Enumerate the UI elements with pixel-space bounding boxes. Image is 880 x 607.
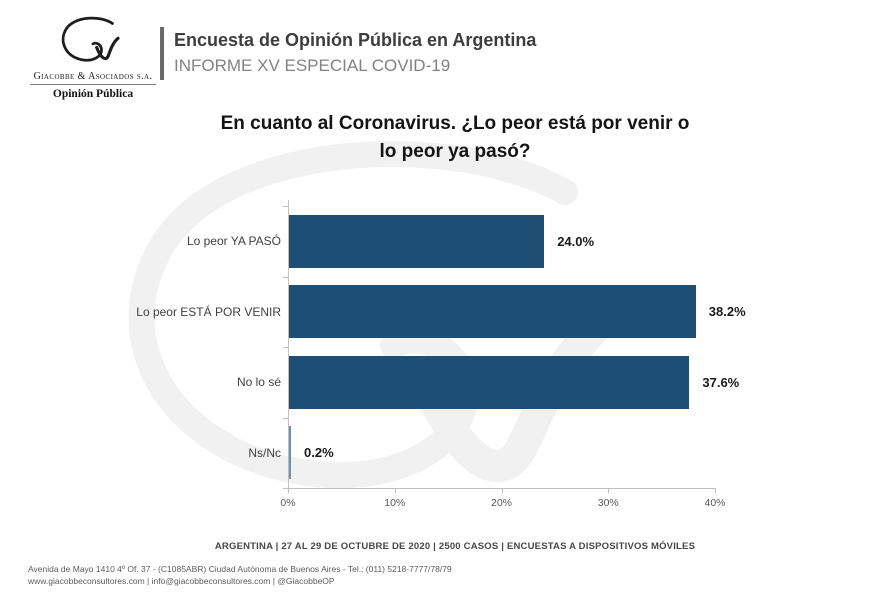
survey-source-line: ARGENTINA | 27 AL 29 DE OCTUBRE DE 2020 … bbox=[214, 541, 696, 552]
giacobbe-g-icon bbox=[61, 16, 120, 62]
report-header: Encuesta de Opinión Pública en Argentina… bbox=[160, 27, 536, 80]
logo-divider bbox=[30, 84, 156, 85]
bar bbox=[288, 426, 291, 480]
category-tick bbox=[283, 488, 288, 489]
y-axis-line bbox=[288, 200, 289, 488]
x-axis-tick-label: 10% bbox=[384, 497, 406, 509]
chart-title: En cuanto al Coronavirus. ¿Lo peor está … bbox=[120, 110, 790, 166]
chart-title-line-1: En cuanto al Coronavirus. ¿Lo peor está … bbox=[220, 113, 690, 134]
company-tagline: Opinión Pública bbox=[52, 88, 134, 100]
x-axis-tick-label: 30% bbox=[597, 497, 619, 509]
company-name: Giacobbe & Asociados s.a. bbox=[33, 71, 153, 82]
category-label: Lo peor ESTÁ POR VENIR bbox=[136, 304, 281, 319]
value-label: 24.0% bbox=[557, 233, 595, 249]
x-axis-tick-label: 0% bbox=[280, 497, 296, 509]
contact-block: Avenida de Mayo 1410 4º Of. 37 - (C1085A… bbox=[28, 563, 452, 587]
value-label: 37.6% bbox=[702, 374, 740, 390]
report-title: Encuesta de Opinión Pública en Argentina bbox=[174, 30, 537, 50]
chart-row: Ns/Nc 0.2% bbox=[130, 418, 850, 489]
chart-row: No lo sé 37.6% bbox=[130, 347, 850, 418]
x-axis-tick bbox=[501, 488, 503, 493]
company-logo: Giacobbe & Asociados s.a. Opinión Públic… bbox=[28, 14, 158, 100]
address-line: Avenida de Mayo 1410 4º Of. 37 - (C1085A… bbox=[28, 564, 452, 574]
chart-row: Lo peor YA PASÓ 24.0% bbox=[130, 206, 850, 277]
bar bbox=[288, 355, 690, 409]
x-axis-tick-label: 20% bbox=[490, 497, 513, 509]
x-axis-tick bbox=[715, 488, 716, 493]
bar bbox=[288, 285, 696, 339]
category-label: No lo sé bbox=[236, 375, 281, 390]
chart-title-line-2: lo peor ya pasó? bbox=[379, 141, 531, 162]
bar-chart: Lo peor YA PASÓ 24.0% Lo peor ESTÁ POR VEN… bbox=[130, 200, 850, 509]
report-subtitle: INFORME XV ESPECIAL COVID-19 bbox=[174, 56, 451, 75]
x-axis-tick bbox=[394, 488, 396, 493]
category-tick bbox=[283, 206, 288, 207]
chart-row: Lo peor ESTÁ POR VENIR 38.2% bbox=[130, 277, 850, 348]
category-label: Ns/Nc bbox=[248, 445, 281, 460]
category-tick bbox=[283, 276, 288, 278]
category-tick bbox=[283, 347, 288, 348]
contact-line: www.giacobbeconsultores.com | info@giaco… bbox=[28, 576, 335, 586]
value-label: 38.2% bbox=[708, 304, 746, 320]
category-label: Lo peor YA PASÓ bbox=[186, 234, 281, 249]
value-label: 0.2% bbox=[304, 445, 334, 461]
x-axis-tick bbox=[608, 488, 610, 493]
category-tick bbox=[283, 417, 288, 419]
bar bbox=[288, 214, 545, 268]
header-accent-bar bbox=[160, 27, 164, 80]
x-axis-tick-label: 40% bbox=[704, 497, 726, 509]
x-axis-tick bbox=[288, 488, 289, 493]
